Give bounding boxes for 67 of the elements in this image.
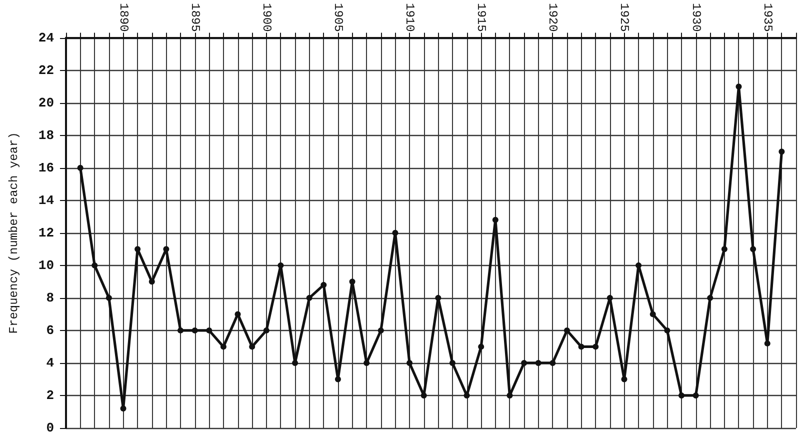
point [478,344,484,350]
point [564,327,570,334]
x-tick-label: 1935 [760,2,774,32]
point [678,392,684,398]
point [778,148,785,155]
point [77,164,84,171]
point [206,327,212,334]
y-tick-label: 24 [38,30,54,46]
point [134,246,141,252]
point [650,311,656,318]
x-tick-label: 1925 [617,2,632,32]
y-tick-label: 8 [46,290,54,306]
point [306,294,312,301]
point [106,294,112,301]
point [334,376,341,382]
point [378,327,384,334]
x-tick-label: 1895 [188,2,202,32]
point [692,392,699,398]
point [435,294,442,301]
y-tick-label: 16 [38,160,54,176]
point [736,84,742,90]
point [521,360,528,366]
x-tick-label: 1920 [546,2,560,32]
y-tick-label: 20 [38,95,54,110]
point [750,246,756,252]
y-tick-label: 10 [38,258,54,273]
point [664,327,670,334]
point [621,376,628,382]
y-tick-label: 4 [46,355,54,370]
point [120,405,126,412]
y-axis-title: Frequency (number each year) [7,132,21,334]
point [249,344,256,350]
point [392,230,398,236]
point [449,360,456,366]
point [406,360,413,366]
point [636,262,642,268]
point [550,360,556,366]
y-tick-label: 22 [38,62,54,78]
y-tick-label: 14 [38,192,54,208]
point [592,344,599,350]
point [220,344,226,350]
point [192,327,198,334]
point [606,294,613,301]
point [764,340,770,346]
point [492,216,498,223]
x-tick-label: 1890 [116,2,130,32]
point [721,246,728,252]
point [578,344,584,350]
point [263,327,270,334]
point [535,360,542,366]
point [92,262,98,268]
point [178,327,184,334]
x-tick-label: 1900 [259,2,274,32]
point [707,294,714,301]
y-tick-label: 12 [38,225,54,240]
y-tick-label: 18 [38,128,54,143]
y-tick-label: 2 [46,388,54,403]
y-tick-label: 6 [46,322,54,338]
x-tick-label: 1915 [474,2,488,32]
point [506,392,513,398]
x-tick-label: 1910 [402,2,417,32]
y-tick-label: 0 [46,420,54,436]
point [278,262,284,268]
point [349,278,356,285]
x-tick-label: 1905 [330,2,345,32]
point [320,282,327,288]
x-tick-label: 1930 [688,2,703,32]
